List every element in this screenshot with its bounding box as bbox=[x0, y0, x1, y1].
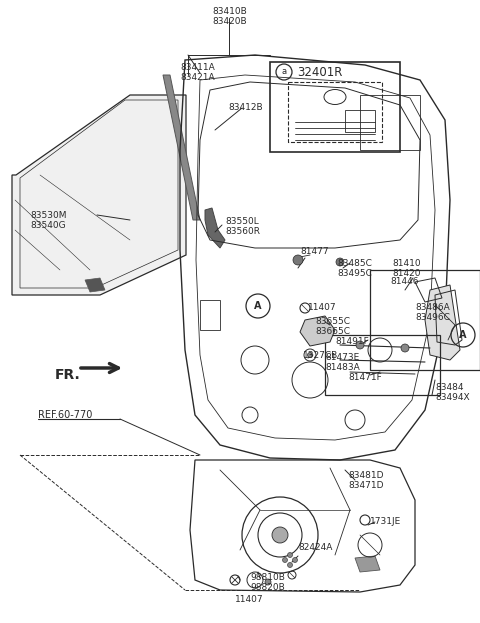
Text: 83655C: 83655C bbox=[315, 318, 350, 326]
Text: 83486A: 83486A bbox=[415, 303, 450, 313]
Circle shape bbox=[401, 344, 409, 352]
Bar bbox=[325, 335, 440, 395]
Text: 83471D: 83471D bbox=[348, 480, 384, 490]
Text: 81477: 81477 bbox=[300, 247, 329, 257]
Text: 83494X: 83494X bbox=[435, 394, 469, 402]
Text: 81483A: 81483A bbox=[325, 363, 360, 371]
Bar bbox=[200, 300, 220, 330]
Polygon shape bbox=[163, 75, 200, 220]
Text: 82424A: 82424A bbox=[298, 543, 332, 553]
Polygon shape bbox=[205, 208, 225, 248]
Circle shape bbox=[283, 558, 288, 563]
Circle shape bbox=[308, 353, 312, 358]
Circle shape bbox=[336, 258, 344, 266]
Text: 83410B: 83410B bbox=[212, 7, 247, 16]
Bar bbox=[288, 82, 382, 142]
Text: 98810B: 98810B bbox=[250, 574, 285, 583]
Text: 83560R: 83560R bbox=[225, 227, 260, 237]
Text: 11407: 11407 bbox=[308, 303, 336, 313]
Text: 1327CB: 1327CB bbox=[303, 351, 338, 359]
Text: 83665C: 83665C bbox=[315, 328, 350, 336]
Text: REF.60-770: REF.60-770 bbox=[38, 410, 92, 420]
Circle shape bbox=[293, 255, 303, 265]
Bar bbox=[370, 270, 480, 370]
Text: 83484: 83484 bbox=[435, 384, 464, 392]
Polygon shape bbox=[12, 95, 186, 295]
Text: 81491F: 81491F bbox=[335, 338, 369, 346]
Polygon shape bbox=[425, 285, 460, 360]
Text: 83495C: 83495C bbox=[337, 269, 372, 277]
Text: 81420: 81420 bbox=[392, 269, 420, 277]
Polygon shape bbox=[85, 278, 105, 292]
Circle shape bbox=[356, 341, 364, 349]
Circle shape bbox=[292, 558, 298, 563]
Text: A: A bbox=[254, 301, 262, 311]
Text: 83481D: 83481D bbox=[348, 470, 384, 480]
Text: 83412B: 83412B bbox=[228, 103, 263, 113]
Text: 11407: 11407 bbox=[235, 596, 264, 604]
Bar bbox=[345, 110, 375, 132]
Text: 83550L: 83550L bbox=[225, 217, 259, 227]
Text: 1731JE: 1731JE bbox=[370, 518, 401, 526]
Text: FR.: FR. bbox=[55, 368, 81, 382]
Text: 83485C: 83485C bbox=[337, 259, 372, 267]
Text: 83540G: 83540G bbox=[30, 221, 66, 229]
Text: A: A bbox=[459, 330, 467, 340]
Bar bbox=[270, 62, 400, 152]
Text: 81471F: 81471F bbox=[348, 373, 382, 381]
Circle shape bbox=[265, 579, 271, 585]
Text: 32401R: 32401R bbox=[297, 65, 342, 78]
Text: 81410: 81410 bbox=[392, 259, 420, 267]
Circle shape bbox=[288, 563, 292, 568]
Polygon shape bbox=[300, 316, 335, 346]
Text: 83496C: 83496C bbox=[415, 313, 450, 323]
Text: 98820B: 98820B bbox=[250, 584, 285, 592]
Bar bbox=[360, 95, 420, 150]
Circle shape bbox=[288, 553, 292, 558]
Text: 83530M: 83530M bbox=[30, 211, 67, 219]
Text: a: a bbox=[281, 67, 287, 77]
Text: 83421A: 83421A bbox=[180, 74, 215, 82]
Text: 81473E: 81473E bbox=[325, 353, 359, 361]
Polygon shape bbox=[355, 556, 380, 572]
Text: 83411A: 83411A bbox=[180, 64, 215, 72]
Text: 83420B: 83420B bbox=[212, 17, 247, 27]
Text: 81446: 81446 bbox=[390, 277, 419, 287]
Circle shape bbox=[272, 527, 288, 543]
